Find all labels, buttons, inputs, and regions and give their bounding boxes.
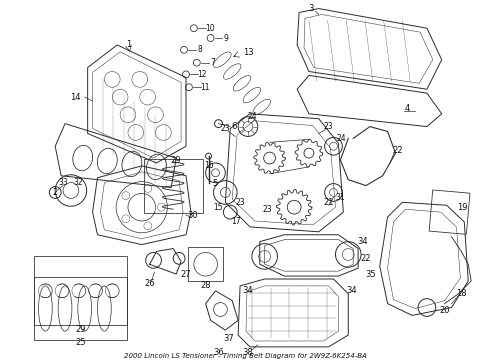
Text: 13: 13: [243, 48, 253, 57]
Text: 31: 31: [336, 193, 345, 202]
Text: 9: 9: [224, 33, 229, 42]
Text: 34: 34: [346, 286, 357, 295]
Text: 30: 30: [188, 211, 198, 220]
Text: 29: 29: [170, 156, 180, 165]
Text: 22: 22: [361, 254, 371, 263]
Text: 22: 22: [392, 146, 403, 155]
Text: 34: 34: [358, 237, 368, 246]
Text: 18: 18: [456, 289, 466, 298]
Text: 16: 16: [204, 161, 214, 170]
Text: 26: 26: [144, 279, 155, 288]
Bar: [144, 158, 203, 213]
Text: 10: 10: [205, 24, 215, 33]
Text: 23: 23: [263, 205, 272, 214]
Text: 37: 37: [223, 333, 234, 342]
Bar: [34, 276, 127, 341]
Text: 12: 12: [197, 70, 206, 79]
Text: 24: 24: [337, 134, 346, 143]
Text: 4: 4: [405, 104, 410, 113]
Text: 14: 14: [70, 93, 80, 102]
Bar: [429, 190, 470, 234]
Text: 6: 6: [231, 122, 237, 131]
Text: 20: 20: [440, 306, 450, 315]
Text: 2000 Lincoln LS Tensioner - Timing Belt Diagram for 2W9Z-6K254-BA: 2000 Lincoln LS Tensioner - Timing Belt …: [123, 353, 367, 359]
Text: 34: 34: [243, 286, 253, 295]
Text: 38: 38: [243, 348, 253, 357]
Text: 27: 27: [181, 270, 191, 279]
Text: 28: 28: [200, 282, 211, 291]
Text: 15: 15: [214, 203, 223, 212]
Text: 3: 3: [308, 4, 314, 13]
Text: 17: 17: [231, 217, 241, 226]
Bar: [34, 256, 127, 325]
Text: 23: 23: [235, 198, 245, 207]
Text: 1: 1: [126, 40, 132, 49]
Text: 11: 11: [200, 83, 209, 92]
Text: 8: 8: [197, 45, 202, 54]
Text: 21: 21: [323, 198, 334, 207]
Text: 19: 19: [457, 203, 467, 212]
Text: 23: 23: [324, 122, 333, 131]
Bar: [189, 247, 223, 282]
Text: 33: 33: [58, 178, 68, 187]
Text: 23: 23: [220, 124, 230, 133]
Text: 36: 36: [213, 348, 224, 357]
Text: 5: 5: [212, 179, 217, 188]
Text: 29: 29: [75, 325, 86, 334]
Text: 2: 2: [52, 188, 58, 197]
Text: 7: 7: [210, 58, 215, 67]
Text: 35: 35: [366, 270, 376, 279]
Text: 24: 24: [247, 112, 257, 121]
Text: 32: 32: [73, 178, 83, 187]
Text: 25: 25: [75, 338, 86, 347]
